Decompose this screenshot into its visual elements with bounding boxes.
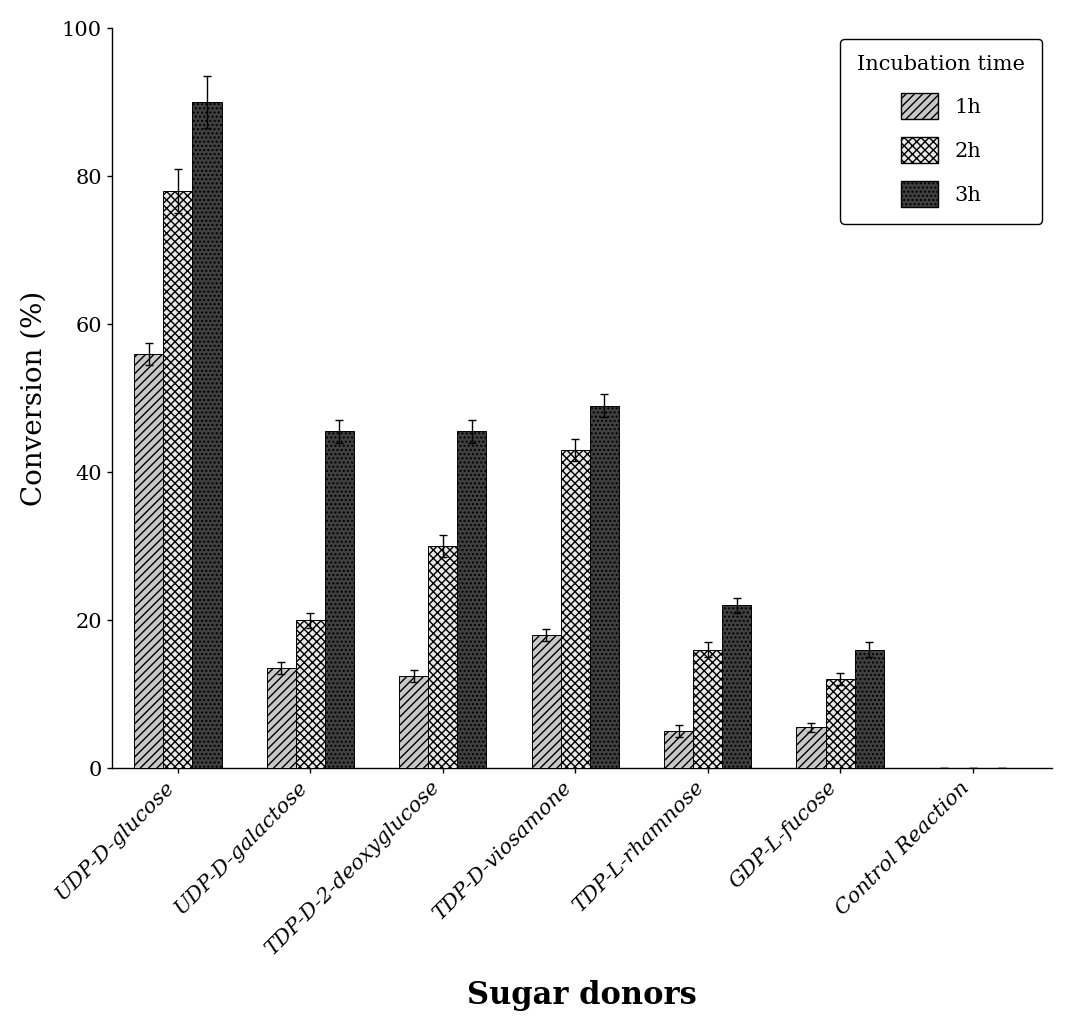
Bar (266, 668, 296, 768)
Bar (796, 728, 825, 768)
Bar (134, 354, 163, 768)
Bar (163, 191, 192, 768)
Bar (192, 102, 221, 768)
Bar (296, 620, 325, 768)
Bar (664, 731, 693, 768)
Bar (457, 431, 486, 768)
Bar (531, 635, 561, 768)
Bar (722, 606, 751, 768)
Bar (590, 406, 619, 768)
Bar (825, 679, 855, 768)
Bar (325, 431, 354, 768)
Bar (399, 676, 428, 768)
Bar (428, 546, 457, 768)
X-axis label: Sugar donors: Sugar donors (467, 980, 696, 1011)
Bar (561, 450, 590, 768)
Bar (855, 650, 884, 768)
Legend: 1h, 2h, 3h: 1h, 2h, 3h (840, 39, 1042, 224)
Bar (693, 650, 722, 768)
Y-axis label: Conversion (%): Conversion (%) (20, 291, 48, 506)
